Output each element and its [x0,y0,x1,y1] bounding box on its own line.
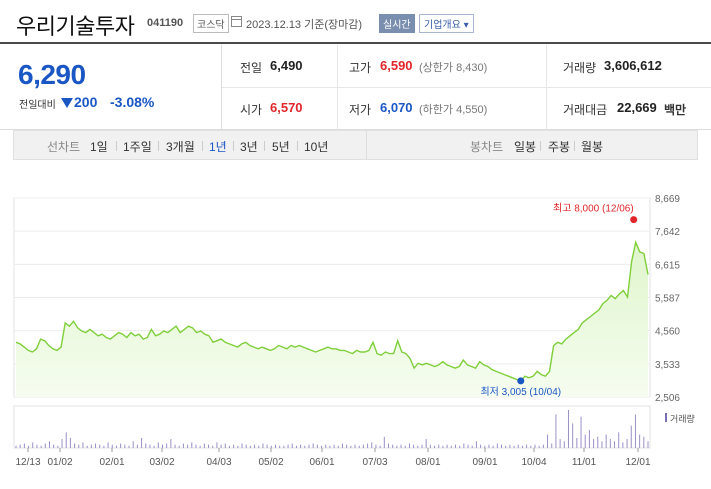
company-info-dropdown[interactable]: 기업개요 ▾ [419,14,474,33]
tab-1day[interactable]: 1일 [90,140,108,154]
price-line [15,239,649,382]
current-price: 6,290 [18,59,86,90]
price-area-fill [16,242,648,397]
tab-separator [158,141,159,151]
tab-separator [574,141,575,151]
x-tick-label: 07/03 [362,457,387,468]
volume-legend-swatch [665,413,667,422]
prev-close-value: 6,490 [270,58,303,73]
x-tick-label: 11/01 [572,457,597,468]
tab-3year[interactable]: 3년 [240,140,258,154]
volume-value: 3,606,612 [604,58,662,73]
trade-amount-label: 거래대금 [563,103,608,117]
high-marker [630,216,638,224]
high-value: 6,590 [380,58,413,73]
y-tick-label: 8,669 [655,194,680,205]
y-tick-label: 4,560 [655,327,680,338]
tab-separator [233,141,234,151]
current-price-box: 6,290 전일대비 200 -3.08% [0,45,222,130]
down-arrow-icon [61,98,73,108]
high-label: 고가 [349,61,372,75]
line-chart-label: 선차트 [47,140,81,154]
tab-group-divider [366,131,367,159]
volume-legend: 거래량 [670,413,695,424]
low-value: 6,070 [380,100,413,115]
tab-separator [202,141,203,151]
tab-10year[interactable]: 10년 [304,140,329,154]
low-marker [517,377,525,385]
tab-monthly[interactable]: 월봉 [581,140,604,154]
stats-col-divider [337,45,338,130]
tab-separator [264,141,265,151]
volume-plot-frame [13,405,651,449]
realtime-button[interactable]: 실시간 [379,14,415,33]
x-tick-label: 09/01 [472,457,497,468]
trade-amount-unit: 백만 [664,103,687,117]
market-badge: 코스닥 [193,14,229,33]
open-label: 시가 [240,103,263,117]
x-tick-label: 12/01 [625,457,650,468]
stock-name: 우리기술투자 [16,14,135,39]
tab-separator [540,141,541,151]
chart-tab-bar: 선차트 1일 1주일 3개월 1년 3년 5년 10년 봉차트 일봉 주봉 월봉 [13,130,698,160]
calendar-icon [231,16,242,27]
prev-close-label: 전일 [240,61,263,75]
open-value: 6,570 [270,100,303,115]
y-tick-label: 2,506 [655,393,680,404]
volume-label: 거래량 [563,61,597,75]
lower-limit: (하한가 4,550) [419,104,488,116]
stock-header: 우리기술투자 041190 코스닥 2023.12.13 기준(장마감) 실시간… [0,0,711,44]
y-tick-label: 5,587 [655,294,680,305]
tab-separator [116,141,117,151]
y-tick-label: 6,615 [655,260,680,271]
low-annotation: 최저 3,005 (10/04) [480,386,561,398]
tab-5year[interactable]: 5년 [272,140,290,154]
candle-chart-label: 봉차트 [470,140,504,154]
x-tick-label: 10/04 [521,457,546,468]
upper-limit: (상한가 8,430) [419,62,488,74]
price-summary: 6,290 전일대비 200 -3.08% 전일 6,490 고가 6,590 … [0,45,711,130]
price-change-percent: -3.08% [110,94,155,110]
y-tick-label: 3,533 [655,360,680,371]
stats-row-divider [222,87,711,88]
x-tick-label: 02/01 [99,457,124,468]
x-tick-label: 01/02 [47,457,72,468]
price-chart-svg: 8,669 7,642 6,615 5,587 4,560 3,533 2,506 최고 8,… [13,194,695,468]
base-date: 2023.12.13 기준(장마감) [246,19,363,31]
tab-separator [297,141,298,151]
change-label: 전일대비 [19,100,56,111]
tab-1year[interactable]: 1년 [209,140,227,154]
x-tick-label: 08/01 [415,457,440,468]
x-tick-label: 04/03 [206,457,231,468]
x-tick-label: 12/13 [15,457,40,468]
x-tick-label: 03/02 [149,457,174,468]
high-annotation: 최고 8,000 (12/06) [553,203,634,215]
stock-code: 041190 [147,17,184,29]
price-change: 200 [74,94,98,110]
tab-1week[interactable]: 1주일 [123,140,152,154]
tab-weekly[interactable]: 주봉 [548,140,571,154]
x-tick-label: 05/02 [258,457,283,468]
x-tick-label: 06/01 [309,457,334,468]
trade-amount-value: 22,669 [617,100,657,115]
tab-daily[interactable]: 일봉 [514,140,537,154]
stats-col-divider [546,45,547,130]
low-label: 저가 [349,103,372,117]
y-tick-label: 7,642 [655,227,680,238]
tab-3month[interactable]: 3개월 [166,140,195,154]
price-chart[interactable]: 8,669 7,642 6,615 5,587 4,560 3,533 2,506 최고 8,… [0,180,711,489]
